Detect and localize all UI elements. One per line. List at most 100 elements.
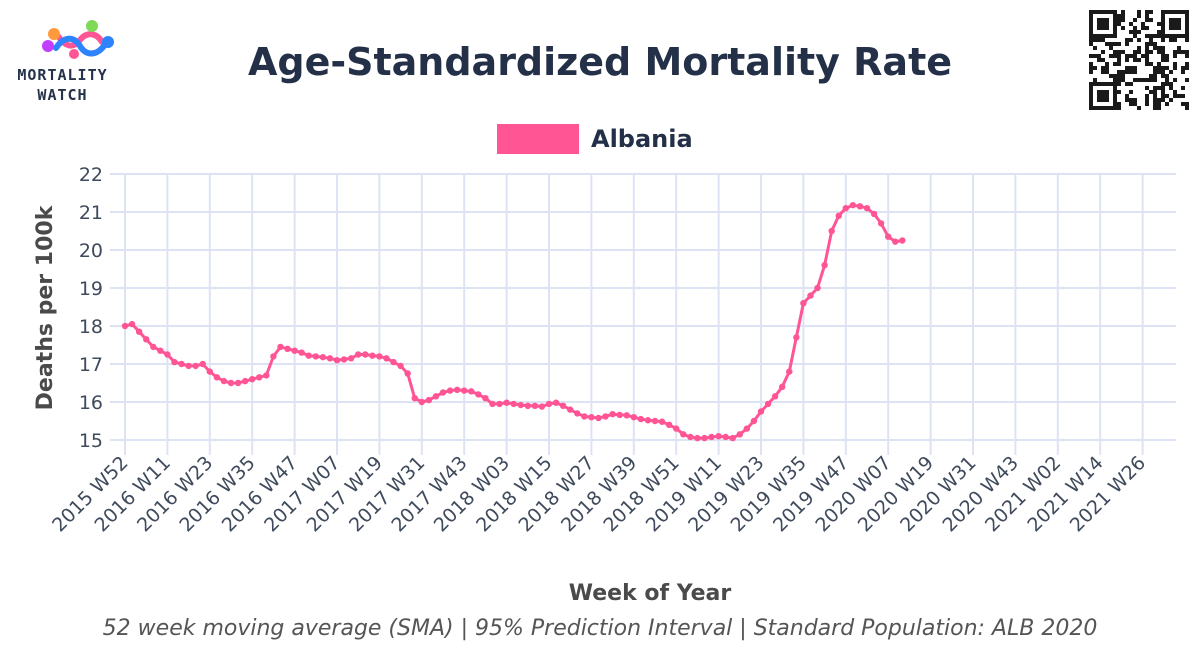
data-point (892, 238, 899, 245)
y-tick-label: 18 (79, 316, 103, 338)
data-point (786, 368, 793, 375)
data-point (489, 400, 496, 408)
data-point (284, 345, 291, 352)
data-point (764, 400, 772, 408)
data-point (574, 410, 581, 417)
data-point (510, 400, 517, 408)
data-point (885, 233, 892, 240)
data-point (241, 377, 249, 385)
data-point (673, 425, 680, 432)
data-point (383, 355, 390, 362)
data-point (750, 417, 758, 425)
data-point (390, 358, 397, 366)
data-point (291, 347, 298, 354)
data-point (779, 383, 786, 390)
data-point (482, 395, 489, 402)
data-point (567, 406, 574, 413)
data-point (814, 284, 821, 292)
data-point (821, 262, 828, 269)
data-point (319, 353, 327, 361)
data-point (362, 351, 369, 358)
x-axis-title: Week of Year (569, 581, 732, 606)
data-point (842, 205, 849, 212)
data-point (630, 414, 637, 421)
data-point (503, 399, 510, 406)
data-point (581, 413, 588, 420)
data-point (397, 362, 404, 370)
mortality-watch-logo (42, 20, 114, 59)
data-point (298, 349, 305, 356)
data-point (164, 351, 171, 358)
data-point (475, 391, 482, 398)
data-point (256, 374, 263, 381)
data-point (807, 292, 814, 299)
data-point (150, 343, 157, 351)
data-point (143, 336, 150, 343)
data-point (588, 414, 595, 421)
data-point (432, 393, 440, 400)
data-point (220, 377, 228, 385)
legend-swatch-albania (497, 124, 579, 154)
data-point (722, 433, 729, 441)
data-point (135, 328, 143, 335)
data-point (694, 434, 701, 442)
y-tick-labels: 15 16 17 18 19 20 21 22 (79, 164, 103, 452)
data-point (263, 372, 270, 379)
data-point (651, 417, 659, 425)
y-tick-label: 17 (79, 354, 103, 376)
logo-text-line1: MORTALITY (17, 66, 108, 84)
data-point (496, 400, 503, 408)
data-point (856, 203, 864, 210)
data-point (849, 201, 857, 209)
data-point (637, 415, 645, 423)
footnote: 52 week moving average (SMA) | 95% Predi… (102, 616, 1098, 641)
data-point (828, 227, 835, 235)
data-point (213, 374, 221, 381)
data-point (206, 368, 213, 375)
data-point (559, 402, 567, 409)
data-point (121, 322, 129, 330)
data-point (418, 398, 425, 406)
y-tick-label: 21 (79, 202, 103, 224)
data-point (595, 414, 602, 422)
data-point (538, 403, 546, 410)
y-axis-title: Deaths per 100k (33, 204, 58, 410)
series-layer (121, 201, 906, 442)
data-point (616, 411, 623, 419)
data-point (800, 300, 807, 307)
data-point (743, 425, 751, 432)
data-point (793, 334, 800, 341)
data-point (658, 418, 666, 425)
y-tick-label: 20 (79, 240, 103, 262)
data-point (270, 353, 277, 360)
data-point (835, 212, 842, 219)
data-point (680, 431, 687, 438)
data-point (305, 352, 312, 359)
data-point (461, 387, 468, 394)
grid-layer (110, 173, 1176, 455)
data-point (468, 388, 475, 395)
logo-text-line2: WATCH (37, 86, 88, 104)
data-point (199, 360, 206, 368)
data-point (771, 393, 779, 400)
legend-label-albania: Albania (591, 125, 693, 153)
data-point (687, 433, 694, 441)
data-point (157, 347, 164, 354)
data-point (128, 320, 136, 328)
qr-code (1088, 10, 1190, 110)
data-point (277, 343, 284, 351)
data-point (609, 410, 616, 418)
data-point (863, 205, 871, 212)
data-point (404, 370, 411, 377)
data-point (425, 396, 433, 404)
data-point (524, 402, 531, 409)
data-point (227, 379, 235, 387)
data-point (453, 386, 461, 394)
data-point (899, 237, 906, 244)
y-tick-label: 19 (79, 278, 103, 300)
data-point (178, 360, 185, 368)
data-point (708, 433, 715, 441)
data-point (644, 417, 652, 424)
data-point (446, 387, 454, 394)
